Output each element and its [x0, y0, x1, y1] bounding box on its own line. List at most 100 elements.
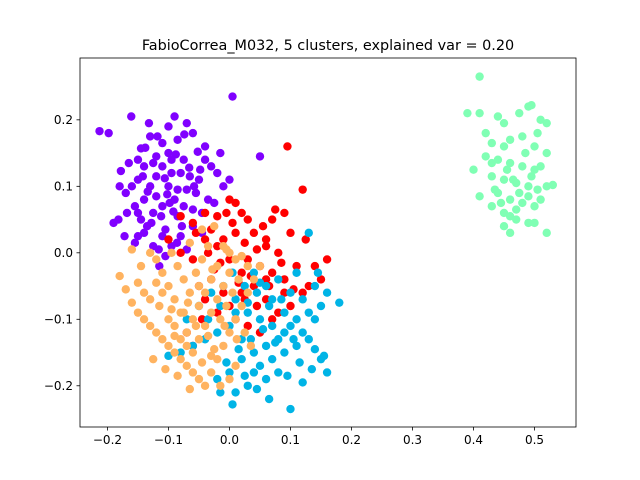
data-point	[133, 278, 143, 287]
data-point	[255, 152, 265, 161]
data-point	[246, 341, 256, 351]
data-point	[130, 202, 140, 211]
data-point	[225, 328, 234, 337]
data-point	[277, 258, 286, 267]
data-point	[542, 118, 551, 128]
data-point	[277, 295, 286, 304]
data-point	[310, 281, 320, 291]
data-point	[219, 281, 228, 291]
data-point	[322, 255, 332, 264]
data-point	[127, 298, 137, 307]
data-point	[170, 331, 179, 341]
data-point	[261, 295, 271, 304]
data-point	[255, 315, 265, 324]
data-point	[264, 394, 274, 404]
data-point	[179, 308, 188, 317]
data-point	[139, 195, 149, 204]
data-point	[145, 248, 155, 258]
data-point	[228, 288, 237, 297]
data-point	[182, 118, 191, 128]
data-point	[188, 205, 198, 214]
data-point	[319, 351, 329, 361]
data-point	[203, 248, 213, 258]
data-point	[95, 126, 104, 136]
data-point	[267, 268, 277, 277]
data-point	[304, 228, 313, 238]
data-point	[512, 205, 521, 214]
data-point	[521, 148, 530, 158]
data-point	[267, 321, 277, 331]
data-point	[322, 288, 332, 297]
data-point	[200, 288, 210, 297]
data-point	[206, 308, 216, 317]
data-point	[475, 72, 484, 81]
data-point	[237, 288, 246, 297]
data-point	[475, 108, 484, 118]
data-point	[152, 152, 161, 161]
data-point	[243, 215, 252, 224]
data-point	[292, 341, 301, 351]
data-point	[286, 321, 295, 331]
data-point	[160, 174, 169, 183]
data-point	[524, 182, 533, 191]
data-point	[133, 308, 143, 317]
data-point	[322, 368, 332, 377]
data-point	[237, 208, 246, 218]
data-point	[191, 268, 201, 277]
data-point	[249, 368, 259, 377]
data-point	[313, 268, 323, 277]
data-point	[243, 308, 252, 317]
data-point	[228, 92, 237, 101]
data-point	[124, 158, 134, 168]
data-point	[182, 315, 191, 324]
data-point	[194, 175, 204, 184]
x-tick-label: 0.2	[342, 433, 361, 447]
data-point	[167, 248, 176, 258]
data-point	[115, 271, 124, 281]
data-point	[280, 208, 289, 218]
data-point	[219, 288, 228, 297]
data-point	[200, 235, 210, 244]
data-point	[267, 315, 277, 324]
data-point	[243, 321, 252, 331]
data-point	[530, 202, 539, 211]
data-point	[286, 288, 295, 297]
data-point	[188, 348, 198, 357]
data-point	[252, 301, 262, 311]
data-point	[120, 231, 129, 241]
data-point	[194, 335, 204, 344]
data-point	[156, 212, 166, 221]
data-point	[149, 208, 158, 218]
data-point	[182, 361, 191, 371]
data-point	[499, 118, 509, 128]
data-point	[213, 328, 222, 337]
data-point	[164, 148, 173, 158]
data-point	[240, 328, 249, 337]
data-point	[173, 135, 182, 144]
data-point	[164, 235, 173, 244]
data-point	[143, 187, 152, 196]
data-point	[164, 315, 173, 324]
data-point	[274, 308, 283, 317]
data-point	[127, 245, 137, 254]
data-point	[316, 275, 326, 284]
data-point	[180, 130, 189, 139]
data-point	[191, 188, 201, 198]
data-point	[189, 182, 199, 191]
data-point	[200, 208, 210, 218]
data-point	[475, 192, 484, 201]
x-tick-label: 0.0	[220, 433, 239, 447]
data-point	[231, 361, 240, 371]
data-point	[191, 321, 201, 331]
data-point	[133, 208, 143, 218]
data-point	[158, 335, 167, 344]
data-point	[249, 275, 259, 284]
data-point	[153, 132, 162, 141]
data-point	[158, 268, 167, 277]
data-point	[213, 212, 222, 221]
data-point	[280, 288, 289, 297]
data-point	[515, 188, 524, 198]
data-point	[274, 248, 283, 258]
data-point	[173, 261, 182, 271]
data-point	[240, 281, 249, 291]
